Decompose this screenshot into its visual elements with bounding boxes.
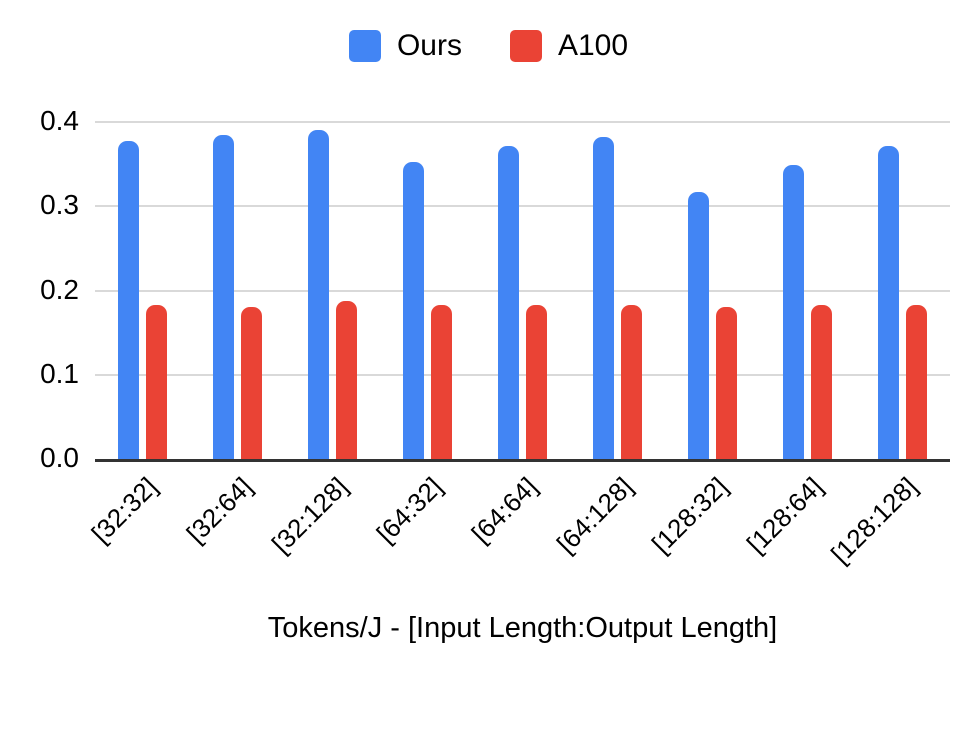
bar-group <box>190 122 285 459</box>
gridline <box>95 205 950 208</box>
bar-group <box>95 122 190 459</box>
legend-label: A100 <box>557 29 629 62</box>
x-tick-label: [32:128] <box>265 471 354 559</box>
x-axis-title: Tokens/J - [Input Length:Output Length] <box>267 612 778 644</box>
bar-group <box>760 122 855 459</box>
x-tick-label: [32:32] <box>85 471 164 549</box>
y-axis: 0.0 0.1 0.2 0.3 0.4 <box>0 107 95 472</box>
bar-group <box>855 122 950 459</box>
chart-row: 0.0 0.1 0.2 0.3 0.4 <box>0 107 950 472</box>
x-tick-label: [64:64] <box>465 471 544 549</box>
legend-swatch <box>509 30 542 62</box>
legend-item-a100: A100 <box>509 29 629 63</box>
bar-ours <box>878 146 899 459</box>
plot-area <box>95 121 950 462</box>
bar-a100 <box>241 307 262 459</box>
bar-group <box>665 122 760 459</box>
bar-ours <box>213 134 234 459</box>
y-tick-label: 0.3 <box>40 189 79 221</box>
legend-label: Ours <box>396 29 462 62</box>
bar-a100 <box>336 301 357 459</box>
x-tick-label: [128:32] <box>645 471 734 559</box>
bar-ours <box>118 140 139 459</box>
bar-ours <box>308 130 329 459</box>
y-tick-label: 0.1 <box>40 357 79 389</box>
legend-item-ours: Ours <box>348 29 462 63</box>
gridline <box>95 373 950 376</box>
bar-a100 <box>906 304 927 459</box>
bar-ours <box>498 146 519 459</box>
legend: Ours A100 <box>27 24 950 68</box>
x-tick-label: [128:64] <box>740 471 829 559</box>
bar-a100 <box>146 304 167 459</box>
bar-a100 <box>716 307 737 459</box>
bar-ours <box>688 191 709 459</box>
bar-ours <box>783 164 804 459</box>
x-tick-label: [128:128] <box>825 471 924 570</box>
bar-ours <box>593 137 614 459</box>
bar-group <box>475 122 570 459</box>
x-tick-label: [64:128] <box>550 471 639 559</box>
legend-swatch <box>348 30 381 62</box>
bar-a100 <box>526 304 547 459</box>
x-axis-labels: [32:32] [32:64] [32:128] [64:32] [64:64] [64:… <box>86 462 950 608</box>
bar-a100 <box>431 304 452 459</box>
gridline <box>95 121 950 123</box>
bar-a100 <box>811 304 832 459</box>
x-tick-label: [32:64] <box>180 471 258 549</box>
y-tick-label: 0.0 <box>40 442 79 473</box>
y-tick-label: 0.4 <box>40 105 79 136</box>
x-tick-label: [64:32] <box>370 471 449 549</box>
bar-group <box>570 122 665 459</box>
bar-group <box>380 122 475 459</box>
y-tick-label: 0.2 <box>40 273 79 305</box>
gridline <box>95 289 950 292</box>
bar-a100 <box>621 304 642 459</box>
bar-group <box>285 122 380 459</box>
bar-ours <box>403 162 424 459</box>
